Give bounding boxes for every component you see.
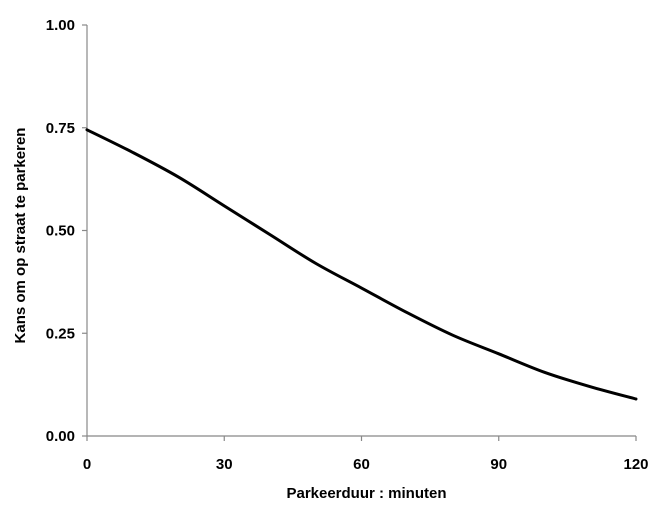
x-tick-label: 0 xyxy=(83,456,91,473)
x-tick-label: 120 xyxy=(623,456,648,473)
y-tick-label: 0.25 xyxy=(46,325,75,342)
y-tick-label: 1.00 xyxy=(46,17,75,34)
x-tick-label: 90 xyxy=(490,456,507,473)
tick-labels: 0.00 0.25 0.50 0.75 1.00 0 30 60 90 120 xyxy=(46,17,649,473)
axes xyxy=(82,24,637,441)
y-tick-label: 0.50 xyxy=(46,223,75,240)
series-line xyxy=(85,128,638,401)
x-axis-label: Parkeerduur : minuten xyxy=(286,485,446,502)
y-tick-label: 0.75 xyxy=(46,120,75,137)
series-layer xyxy=(85,128,638,401)
y-axis-label: Kans om op straat te parkeren xyxy=(12,128,29,344)
x-tick-label: 30 xyxy=(216,456,233,473)
x-tick-label: 60 xyxy=(353,456,370,473)
y-tick-label: 0.00 xyxy=(46,428,75,445)
